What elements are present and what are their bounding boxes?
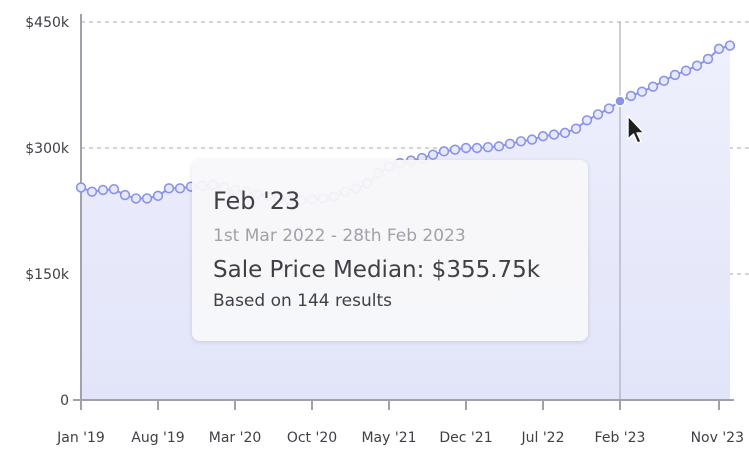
x-tick-label: May '21 bbox=[361, 430, 416, 446]
data-point[interactable] bbox=[526, 134, 538, 145]
data-point[interactable] bbox=[108, 183, 120, 195]
data-point[interactable] bbox=[559, 127, 571, 139]
y-tick-label: $300k bbox=[25, 141, 70, 157]
data-point[interactable] bbox=[438, 146, 450, 157]
data-point[interactable] bbox=[680, 65, 692, 76]
axes bbox=[73, 14, 734, 410]
data-point[interactable] bbox=[493, 141, 505, 152]
tooltip-result-count: Based on 144 results bbox=[213, 291, 392, 311]
data-point[interactable] bbox=[724, 40, 736, 51]
data-point[interactable] bbox=[130, 193, 142, 204]
data-point[interactable] bbox=[658, 75, 670, 87]
x-tick-label: Jul '22 bbox=[520, 430, 564, 446]
x-tick-label: Nov '23 bbox=[691, 430, 744, 446]
y-tick-label: 0 bbox=[60, 393, 69, 409]
x-tick-label: Feb '23 bbox=[595, 430, 646, 446]
data-point[interactable] bbox=[460, 142, 472, 154]
data-point[interactable] bbox=[471, 142, 483, 154]
x-tick-label: Oct '20 bbox=[287, 430, 337, 446]
tooltip-title: Feb '23 bbox=[213, 187, 301, 215]
data-point[interactable] bbox=[504, 138, 516, 150]
data-point[interactable] bbox=[482, 141, 494, 153]
data-point[interactable] bbox=[548, 129, 560, 140]
tooltip-value: Sale Price Median: $355.75k bbox=[213, 257, 541, 283]
data-point[interactable] bbox=[702, 53, 714, 65]
mouse-pointer-icon bbox=[627, 115, 645, 144]
data-point[interactable] bbox=[647, 81, 659, 92]
data-point[interactable] bbox=[152, 190, 164, 202]
x-tick-labels: Jan '19 Aug '19 Mar '20 Oct '20 May '21 Dec '… bbox=[56, 430, 744, 446]
data-point[interactable] bbox=[427, 149, 439, 160]
data-point[interactable] bbox=[449, 144, 461, 155]
data-point[interactable] bbox=[174, 183, 186, 194]
x-tick-label: Aug '19 bbox=[131, 430, 184, 446]
data-point[interactable] bbox=[592, 109, 604, 120]
data-point[interactable] bbox=[636, 86, 648, 97]
data-point[interactable] bbox=[515, 136, 527, 147]
data-point[interactable] bbox=[163, 183, 175, 194]
data-point[interactable] bbox=[86, 186, 98, 197]
y-tick-labels: 0 $150k $300k $450k bbox=[25, 15, 70, 409]
data-point[interactable] bbox=[713, 43, 725, 55]
data-point[interactable] bbox=[570, 123, 582, 134]
x-tick-label: Mar '20 bbox=[209, 430, 262, 446]
y-tick-label: $150k bbox=[25, 267, 70, 283]
data-point[interactable] bbox=[581, 115, 593, 126]
chart-tooltip: Feb '23 1st Mar 2022 - 28th Feb 2023 Sal… bbox=[192, 160, 588, 341]
x-tick-label: Jan '19 bbox=[56, 430, 105, 446]
x-tick-label: Dec '21 bbox=[439, 430, 492, 446]
data-point[interactable] bbox=[603, 103, 615, 114]
data-point[interactable] bbox=[119, 189, 131, 201]
data-point[interactable] bbox=[625, 90, 637, 102]
data-point[interactable] bbox=[97, 184, 109, 196]
data-point[interactable] bbox=[691, 60, 703, 71]
data-point[interactable] bbox=[669, 69, 681, 81]
data-point[interactable] bbox=[537, 131, 549, 142]
tooltip-date-range: 1st Mar 2022 - 28th Feb 2023 bbox=[213, 226, 466, 246]
highlighted-data-point[interactable] bbox=[614, 95, 626, 107]
data-point[interactable] bbox=[75, 182, 87, 193]
data-point[interactable] bbox=[141, 193, 153, 204]
y-tick-label: $450k bbox=[25, 15, 70, 31]
